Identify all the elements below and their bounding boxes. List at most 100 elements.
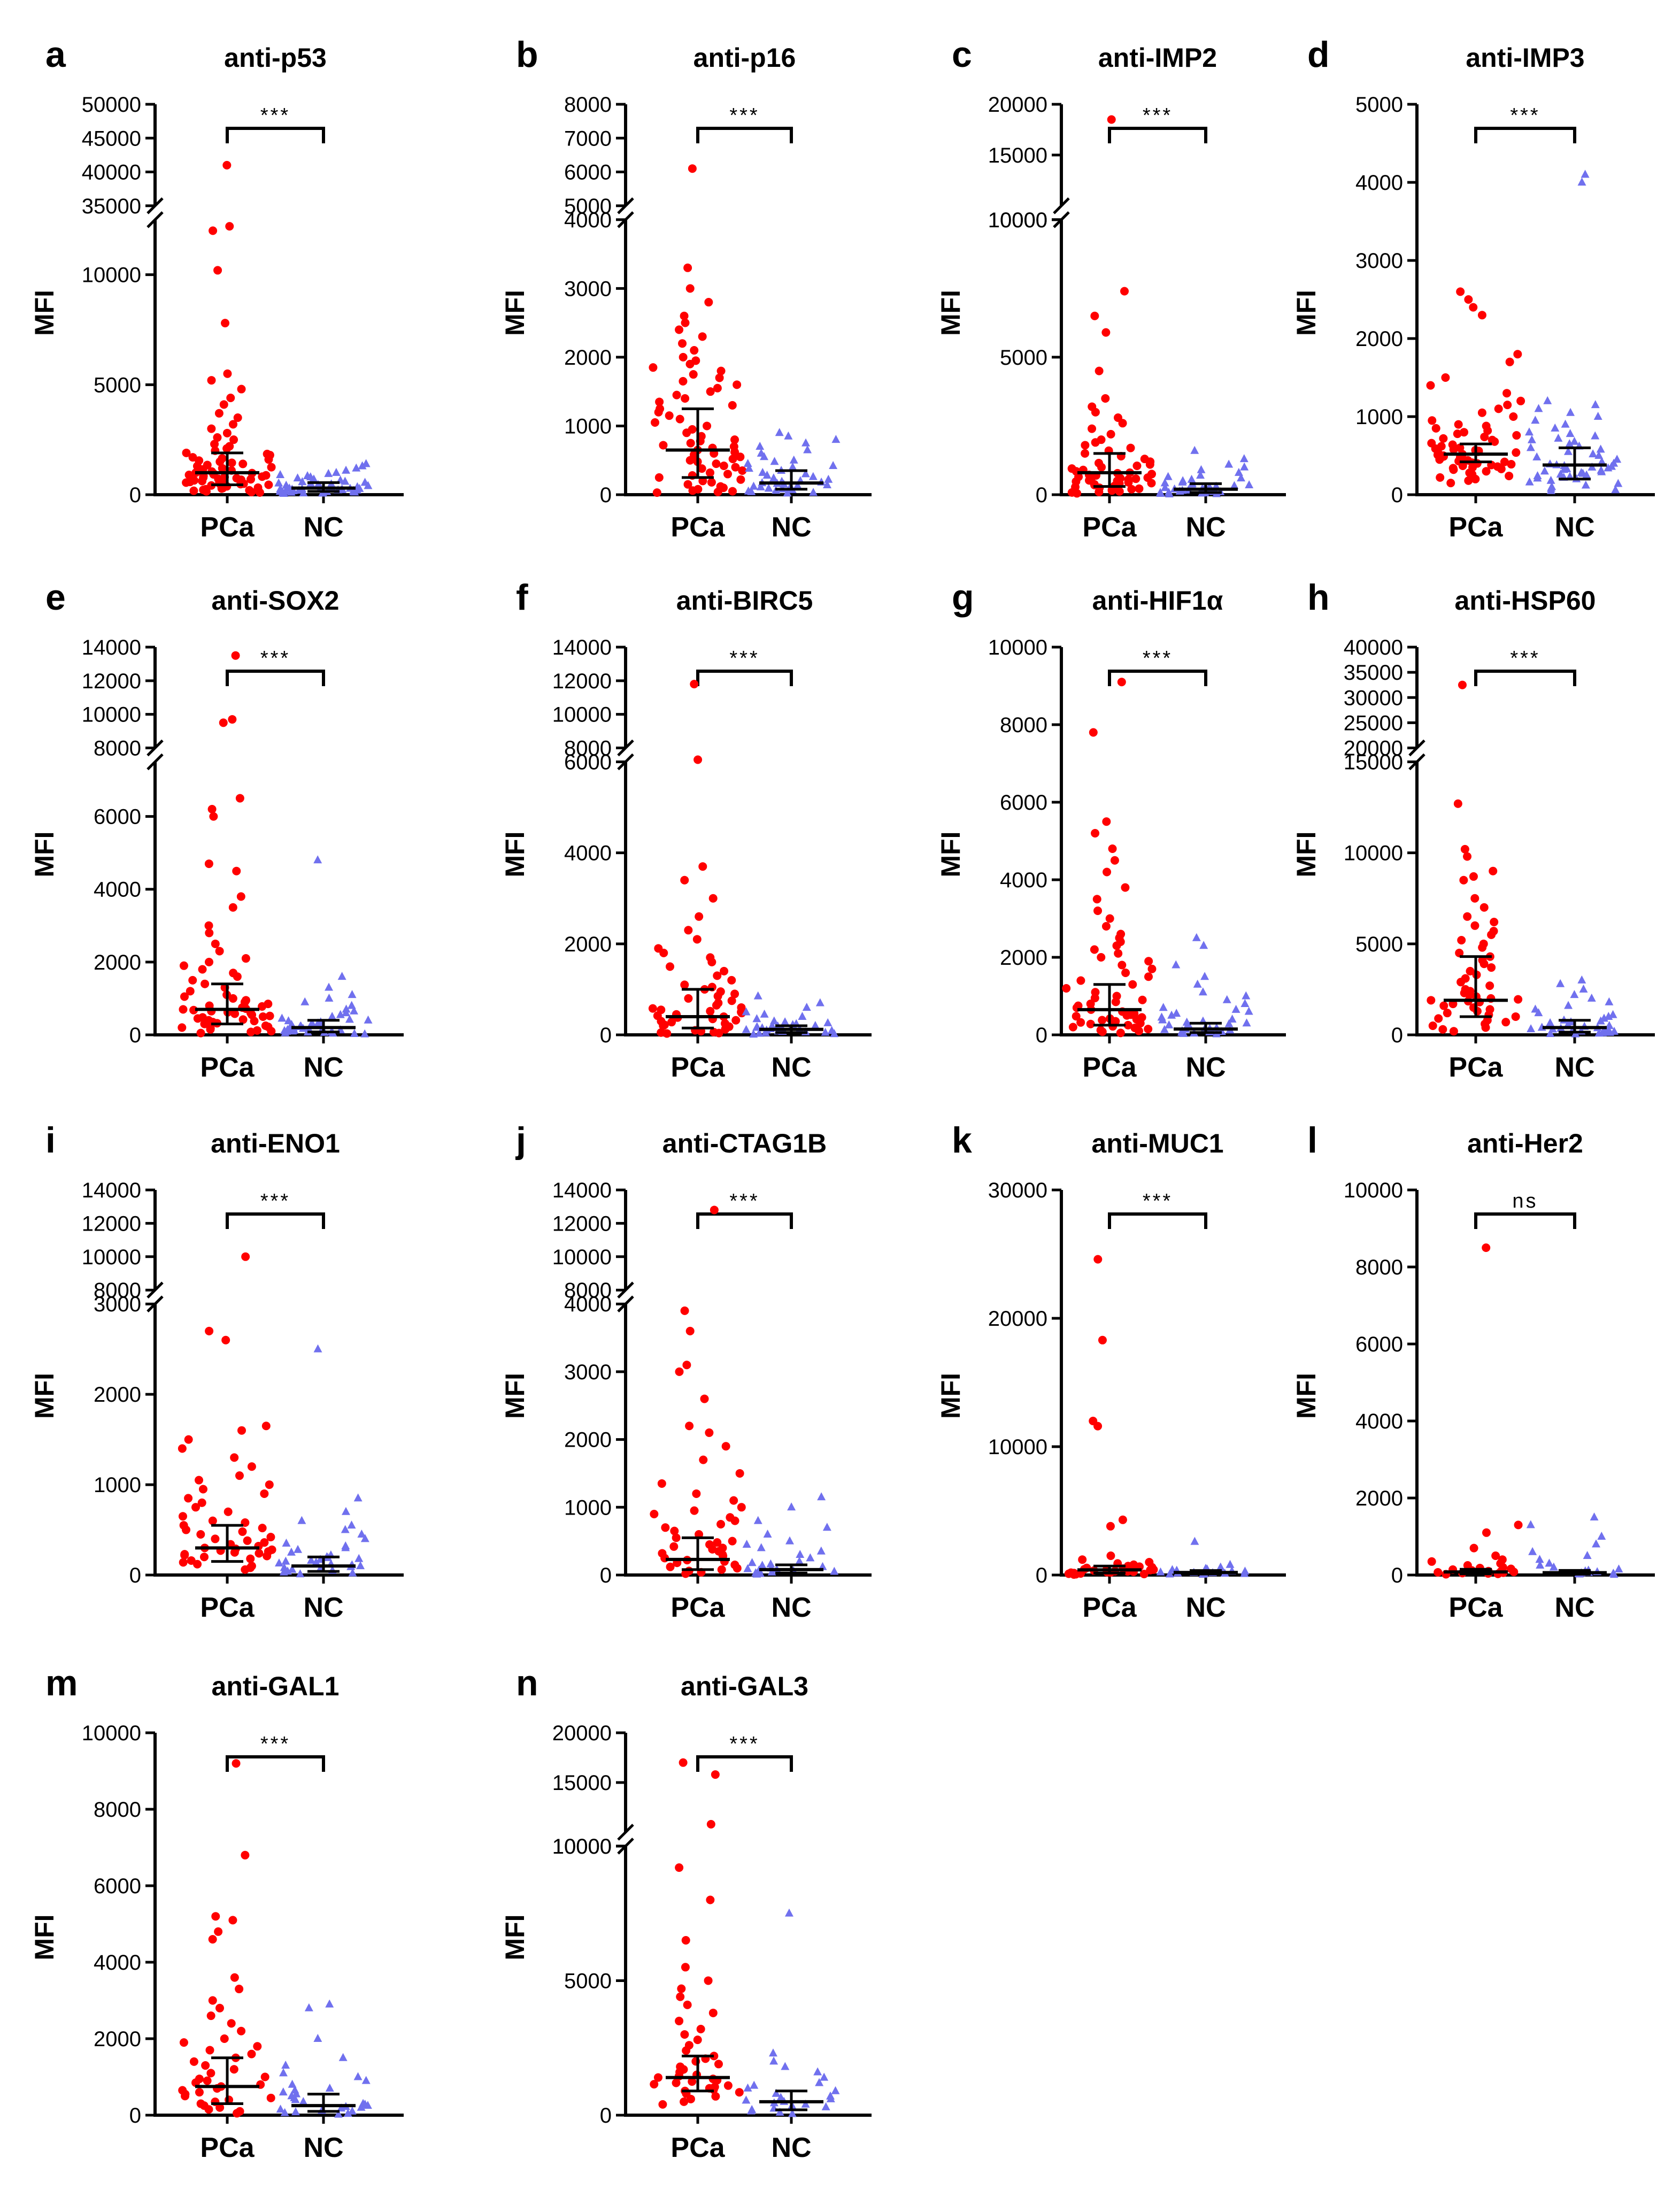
data-point-nc xyxy=(1597,1532,1606,1540)
y-tick-label: 3000 xyxy=(564,1361,612,1384)
significance-label: *** xyxy=(1143,1190,1173,1212)
data-point-pca xyxy=(229,435,238,444)
y-tick-label: 0 xyxy=(129,483,141,507)
panel-letter: i xyxy=(45,1120,56,1161)
data-point-nc xyxy=(1597,467,1606,475)
data-point-nc xyxy=(1579,984,1588,993)
data-point-pca xyxy=(184,1435,193,1444)
data-point-pca xyxy=(1118,961,1127,970)
data-point-nc xyxy=(297,1516,306,1524)
data-point-pca xyxy=(713,971,722,980)
y-axis-title: MFI xyxy=(29,831,59,877)
data-point-nc xyxy=(806,1553,815,1562)
data-point-pca xyxy=(205,1326,214,1335)
data-point-nc xyxy=(342,465,351,474)
data-point-pca xyxy=(230,1453,239,1462)
y-tick-label: 0 xyxy=(600,1564,612,1587)
data-point-pca xyxy=(706,1895,715,1904)
data-point-pca xyxy=(657,1479,666,1488)
data-point-nc xyxy=(278,1013,287,1022)
data-point-nc xyxy=(761,1028,770,1036)
data-point-nc xyxy=(1563,447,1573,455)
data-point-pca xyxy=(692,1489,701,1498)
data-point-pca xyxy=(214,409,224,418)
data-point-nc xyxy=(1158,1015,1167,1024)
y-tick-label: 12000 xyxy=(552,1212,612,1235)
data-point-pca xyxy=(1117,678,1126,687)
data-point-nc xyxy=(313,2034,322,2042)
data-point-pca xyxy=(707,957,716,966)
data-point-pca xyxy=(228,903,237,912)
data-point-nc xyxy=(1525,427,1534,436)
data-point-nc xyxy=(1160,483,1169,491)
data-point-pca xyxy=(1469,303,1478,312)
data-point-nc xyxy=(742,2095,751,2104)
data-point-pca xyxy=(1081,449,1090,458)
data-point-pca xyxy=(675,2016,684,2025)
data-point-pca xyxy=(206,2011,215,2021)
data-point-pca xyxy=(207,424,216,433)
panel-title: anti-Her2 xyxy=(1467,1128,1583,1158)
data-point-pca xyxy=(1512,448,1521,457)
data-point-pca xyxy=(679,352,688,362)
data-point-nc xyxy=(831,435,841,443)
data-point-nc xyxy=(1604,463,1613,472)
data-point-pca xyxy=(697,464,706,473)
data-point-nc xyxy=(752,1023,761,1031)
data-point-pca xyxy=(652,488,661,497)
significance-bracket xyxy=(696,127,793,143)
data-point-nc xyxy=(1525,477,1534,486)
panel-k: 0 10000 20000 30000 PCa NC MFI k anti-MUC1 *** xyxy=(936,1120,1286,1623)
x-category-label: NC xyxy=(303,1052,343,1083)
panel-e: 0 2000 4000 6000 8000 10000 12000 14000 PCa NC MFI… xyxy=(29,577,404,1083)
data-point-pca xyxy=(180,1550,189,1560)
x-category-label: PCa xyxy=(671,512,725,543)
data-point-pca xyxy=(1145,460,1154,469)
data-point-nc xyxy=(350,1028,359,1037)
data-point-nc xyxy=(1611,485,1620,494)
data-point-pca xyxy=(230,1548,239,1557)
significance-bracket xyxy=(226,1212,325,1229)
data-point-pca xyxy=(199,1553,209,1562)
data-point-nc xyxy=(753,1516,762,1524)
data-point-pca xyxy=(1139,1570,1149,1579)
y-tick-label: 20000 xyxy=(988,93,1047,117)
data-point-pca xyxy=(1453,429,1462,439)
data-point-pca xyxy=(266,2093,275,2102)
data-point-nc xyxy=(803,445,812,454)
y-tick-label: 10000 xyxy=(988,636,1047,659)
data-point-nc xyxy=(749,481,758,490)
data-point-nc xyxy=(353,2072,363,2080)
data-point-nc xyxy=(1526,1520,1535,1528)
data-point-pca xyxy=(188,975,197,985)
data-point-pca xyxy=(1095,366,1104,375)
data-point-nc xyxy=(1581,170,1590,178)
data-point-pca xyxy=(1516,396,1525,405)
data-point-pca xyxy=(736,452,745,462)
data-point-nc xyxy=(1240,1569,1249,1577)
y-tick-label: 4000 xyxy=(1000,869,1047,892)
data-point-nc xyxy=(1231,1004,1240,1013)
data-point-nc xyxy=(1593,412,1602,420)
data-point-nc xyxy=(349,1006,358,1015)
data-point-pca xyxy=(1090,945,1099,954)
data-point-pca xyxy=(730,448,739,457)
x-category-label: PCa xyxy=(1448,512,1503,543)
panel-letter: b xyxy=(516,34,538,75)
y-tick-label: 2000 xyxy=(94,2027,141,2051)
y-tick-label: 0 xyxy=(1391,1024,1403,1047)
y-tick-label: 1000 xyxy=(94,1473,141,1497)
data-point-pca xyxy=(680,2030,689,2039)
data-point-pca xyxy=(711,2092,720,2101)
data-point-pca xyxy=(717,1565,726,1574)
significance-label: *** xyxy=(1510,647,1540,670)
data-point-pca xyxy=(189,486,198,495)
data-point-pca xyxy=(690,680,699,689)
data-point-nc xyxy=(1226,1560,1235,1568)
panel-letter: n xyxy=(516,1663,538,1703)
y-tick-label: 0 xyxy=(129,1024,141,1047)
y-tick-label: 0 xyxy=(1391,1564,1403,1587)
y-tick-label: 2000 xyxy=(94,1383,141,1407)
data-point-pca xyxy=(1122,1011,1131,1020)
data-point-pca xyxy=(704,1976,713,1985)
